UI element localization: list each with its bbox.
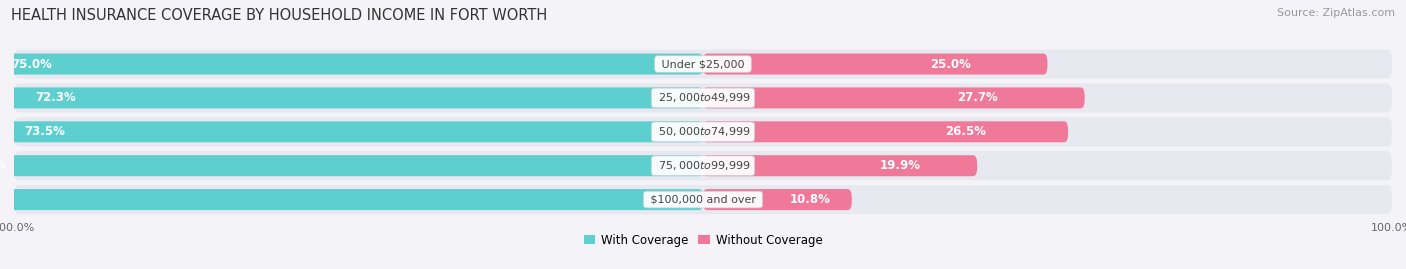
- FancyBboxPatch shape: [0, 189, 703, 210]
- Text: 75.0%: 75.0%: [11, 58, 52, 70]
- FancyBboxPatch shape: [14, 151, 1392, 180]
- FancyBboxPatch shape: [703, 121, 1069, 142]
- FancyBboxPatch shape: [0, 87, 703, 108]
- FancyBboxPatch shape: [703, 189, 852, 210]
- FancyBboxPatch shape: [14, 83, 1392, 112]
- FancyBboxPatch shape: [703, 87, 1084, 108]
- Text: 73.5%: 73.5%: [24, 125, 65, 138]
- Text: Source: ZipAtlas.com: Source: ZipAtlas.com: [1277, 8, 1395, 18]
- Text: 27.7%: 27.7%: [957, 91, 998, 104]
- FancyBboxPatch shape: [0, 155, 703, 176]
- FancyBboxPatch shape: [703, 54, 1047, 75]
- Text: 19.9%: 19.9%: [880, 159, 921, 172]
- Text: Under $25,000: Under $25,000: [658, 59, 748, 69]
- Text: $100,000 and over: $100,000 and over: [647, 194, 759, 204]
- Text: 72.3%: 72.3%: [35, 91, 76, 104]
- Text: 25.0%: 25.0%: [931, 58, 972, 70]
- Text: 10.8%: 10.8%: [790, 193, 831, 206]
- FancyBboxPatch shape: [14, 185, 1392, 214]
- Text: 80.1%: 80.1%: [0, 159, 6, 172]
- Legend: With Coverage, Without Coverage: With Coverage, Without Coverage: [583, 234, 823, 247]
- FancyBboxPatch shape: [14, 49, 1392, 79]
- Text: HEALTH INSURANCE COVERAGE BY HOUSEHOLD INCOME IN FORT WORTH: HEALTH INSURANCE COVERAGE BY HOUSEHOLD I…: [11, 8, 547, 23]
- Text: $50,000 to $74,999: $50,000 to $74,999: [655, 125, 751, 138]
- Text: $75,000 to $99,999: $75,000 to $99,999: [655, 159, 751, 172]
- Text: $25,000 to $49,999: $25,000 to $49,999: [655, 91, 751, 104]
- FancyBboxPatch shape: [703, 155, 977, 176]
- FancyBboxPatch shape: [14, 117, 1392, 146]
- FancyBboxPatch shape: [0, 121, 703, 142]
- FancyBboxPatch shape: [0, 54, 703, 75]
- Text: 26.5%: 26.5%: [945, 125, 987, 138]
